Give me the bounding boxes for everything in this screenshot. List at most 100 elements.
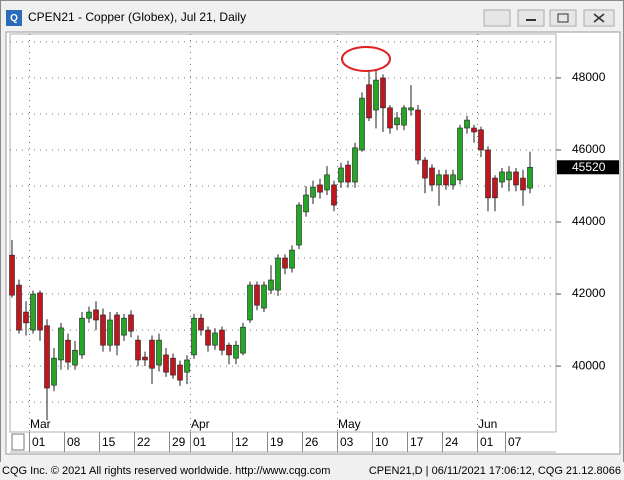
candle-body <box>184 359 190 373</box>
x-tick-label: 17 <box>410 435 424 449</box>
x-tick-label: 01 <box>193 435 207 449</box>
candle-body <box>422 159 428 179</box>
candle-body <box>436 174 442 186</box>
candle-body <box>282 257 288 269</box>
candle-body <box>268 279 274 291</box>
x-tick-label: 12 <box>235 435 249 449</box>
x-tick-label: 29 <box>172 435 186 449</box>
candle-body <box>289 249 295 269</box>
candle-body <box>359 97 365 151</box>
y-tick-label: 40000 <box>572 358 606 372</box>
candle-body <box>79 317 85 356</box>
x-tick-label: 10 <box>375 435 389 449</box>
candle-body <box>93 309 99 321</box>
x-tick-label: 01 <box>480 435 494 449</box>
month-label: May <box>338 417 361 431</box>
candle-body <box>387 107 393 129</box>
candle-body <box>44 325 50 389</box>
candle-body <box>149 339 155 369</box>
footer-left: CQG Inc. © 2021 All rights reserved worl… <box>2 465 330 477</box>
candle-body <box>233 344 239 359</box>
footer-right: CPEN21,D | 06/11/2021 17:06:12, CQG 21.1… <box>369 465 621 477</box>
candle-body <box>317 184 323 193</box>
candle-body <box>177 364 183 381</box>
candle-body <box>9 254 15 296</box>
candle-body <box>366 84 372 119</box>
candle-body <box>254 284 260 306</box>
candle-body <box>72 349 78 366</box>
candle-body <box>142 356 148 361</box>
month-label: Jun <box>478 417 497 431</box>
y-tick-label: 44000 <box>572 214 606 228</box>
candle-body <box>212 332 218 346</box>
month-label: Mar <box>30 417 51 431</box>
candle-body <box>205 329 211 346</box>
close-glyph <box>593 13 605 23</box>
candle-body <box>464 119 470 129</box>
candle-body <box>380 77 386 109</box>
candle-body <box>499 171 505 183</box>
candle-body <box>443 174 449 186</box>
last-price-label: 45520 <box>572 160 606 174</box>
candle-body <box>520 177 526 191</box>
x-tick-label: 15 <box>102 435 116 449</box>
month-label: Apr <box>191 417 210 431</box>
candle-body <box>401 107 407 126</box>
candle-body <box>331 184 337 206</box>
candle-body <box>37 292 43 331</box>
candle-body <box>429 167 435 186</box>
candle-body <box>23 311 29 324</box>
candle-body <box>114 314 120 346</box>
candle-body <box>156 339 162 366</box>
candle-body <box>408 107 414 111</box>
candle-body <box>506 171 512 181</box>
candle-body <box>373 79 379 111</box>
candle-body <box>485 149 491 199</box>
last-price-box <box>557 160 619 175</box>
candle-body <box>86 311 92 319</box>
link-button[interactable] <box>483 9 511 27</box>
plot-layer: 40000 42000 44000 46000 48000 01 Mar 08 15 22 29 01… <box>9 34 619 452</box>
candle-body <box>478 129 484 151</box>
candle-body <box>324 174 330 191</box>
candle-body <box>16 284 22 331</box>
x-tick-label: 07 <box>508 435 522 449</box>
candle-body <box>58 327 64 361</box>
candle-body <box>65 339 71 363</box>
scroll-box[interactable] <box>11 433 25 451</box>
x-tick-label: 03 <box>340 435 354 449</box>
candle-body <box>513 171 519 186</box>
candle-body <box>303 194 309 213</box>
candle-body <box>100 314 106 346</box>
candle-body <box>247 284 253 321</box>
candle-body <box>121 317 127 336</box>
x-tick-label: 26 <box>305 435 319 449</box>
y-tick-label: 48000 <box>572 70 606 84</box>
candle-body <box>128 314 134 332</box>
status-bar <box>0 462 624 480</box>
minimize-button[interactable] <box>517 9 545 27</box>
candle-body <box>191 317 197 356</box>
x-tick-label: 24 <box>445 435 459 449</box>
maximize-button[interactable] <box>549 9 577 27</box>
candle-body <box>352 147 358 183</box>
candle-body <box>415 109 421 161</box>
candle-body <box>261 284 267 309</box>
maximize-glyph <box>557 13 569 23</box>
candle-body <box>492 177 498 199</box>
x-tick-label: 01 <box>32 435 46 449</box>
candle-body <box>310 186 316 198</box>
window-title: CPEN21 - Copper (Globex), Jul 21, Daily <box>28 10 246 24</box>
candle-body <box>163 354 169 373</box>
candle-body <box>30 293 36 331</box>
candle-body <box>457 127 463 181</box>
candle-body <box>345 164 351 183</box>
candle-body <box>296 204 302 246</box>
x-tick-label: 08 <box>67 435 81 449</box>
candle-body <box>527 166 533 189</box>
x-tick-label: 19 <box>270 435 284 449</box>
highlight-ellipse <box>341 46 391 72</box>
candle-body <box>275 257 281 291</box>
candle-body <box>198 317 204 331</box>
